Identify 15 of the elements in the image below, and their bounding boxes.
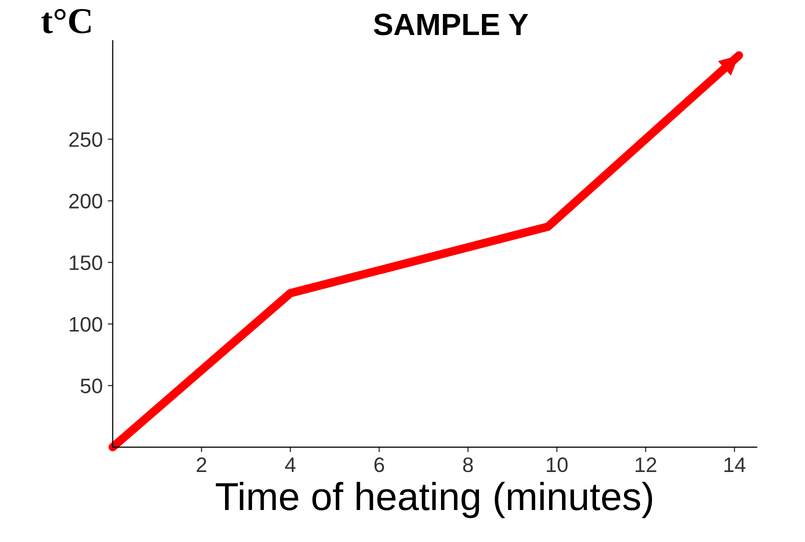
x-tick-label: 12 (636, 457, 656, 472)
x-tick-label: 14 (724, 458, 746, 472)
y-axis-title: t°C (41, 8, 91, 34)
y-tick-label: 150 (70, 255, 102, 270)
y-tick-label: 200 (69, 194, 102, 209)
y-tick-label: 250 (69, 132, 102, 147)
chart-title: SAMPLE Y (374, 14, 528, 36)
x-tick-label: 8 (463, 457, 473, 472)
x-tick-label: 4 (285, 458, 296, 472)
x-tick-label: 2 (196, 457, 206, 472)
y-tick-label: 50 (80, 378, 102, 394)
x-tick-label: 6 (374, 457, 384, 472)
x-tick-label: 10 (546, 457, 568, 472)
x-axis-title: Time of heating (minutes) (216, 482, 652, 518)
y-tick-label: 100 (70, 316, 102, 332)
